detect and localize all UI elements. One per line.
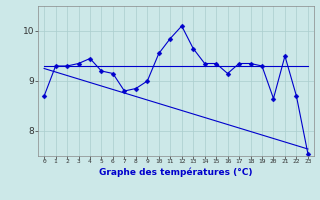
X-axis label: Graphe des températures (°C): Graphe des températures (°C) — [99, 167, 253, 177]
